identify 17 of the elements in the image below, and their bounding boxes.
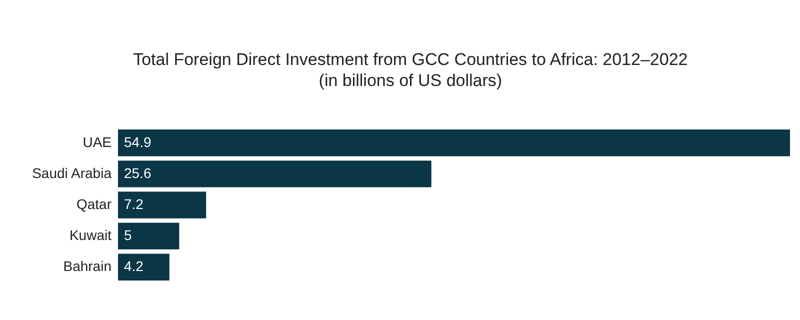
data-label: 25.6 <box>124 164 152 181</box>
bar <box>118 254 170 280</box>
y-tick-label: Qatar <box>76 196 112 212</box>
y-tick-label: Kuwait <box>69 227 112 244</box>
data-label: 5 <box>124 227 132 244</box>
bar <box>118 130 790 156</box>
chart-subtitle: (in billions of US dollars) <box>318 71 502 90</box>
y-tick-label: UAE <box>82 134 112 150</box>
data-label: 7.2 <box>124 196 144 212</box>
y-tick-label: Bahrain <box>63 258 112 274</box>
bar <box>118 160 432 188</box>
bar <box>118 222 180 250</box>
data-label: 54.9 <box>124 134 152 150</box>
data-label: 4.2 <box>124 258 144 274</box>
bar <box>118 192 206 218</box>
y-tick-label: Saudi Arabia <box>32 164 112 181</box>
chart-title: Total Foreign Direct Investment from GCC Countries to Africa: 2012–2022 <box>133 50 688 69</box>
